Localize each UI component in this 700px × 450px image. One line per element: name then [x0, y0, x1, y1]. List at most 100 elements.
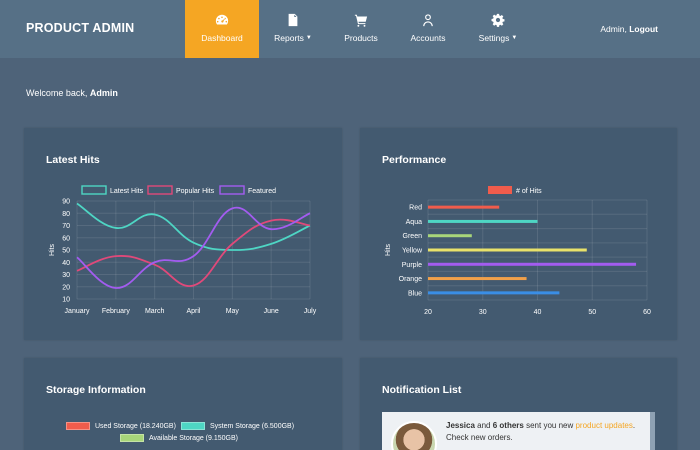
series-line-latest-hits[interactable] [76, 202, 311, 251]
chevron-down-icon: ▼ [511, 35, 518, 41]
product-updates-link[interactable]: product updates [575, 421, 633, 430]
notification-scrollbar[interactable] [650, 412, 655, 450]
performance-chart: 20 30 40 50 60 Red Aqua Green Yellow Purple Orange… [385, 186, 651, 316]
available-storage-label: Available Storage (9.150GB) [149, 434, 238, 442]
y-tick-label: Orange [399, 276, 422, 283]
series-line-popular-hits[interactable] [76, 218, 311, 287]
storage-title: Storage Information [46, 384, 146, 396]
legend-label[interactable]: # of Hits [516, 188, 542, 195]
latest-hits-title: Latest Hits [46, 154, 100, 166]
logout-link[interactable]: Logout [629, 24, 658, 34]
series-line-featured[interactable] [76, 206, 311, 289]
nav-settings[interactable]: Settings ▼ [461, 0, 535, 58]
y-tick-label: 70 [62, 223, 70, 230]
y-tick-label: Red [409, 205, 422, 212]
legend-swatch[interactable] [81, 185, 107, 195]
tachometer-icon [215, 14, 229, 25]
system-storage-label: System Storage (6.500GB) [210, 422, 295, 430]
legend-swatch[interactable] [147, 185, 173, 195]
y-tick-label: Yellow [402, 248, 423, 255]
x-tick-label: 50 [588, 309, 596, 316]
performance-panel: Performance 20 30 40 50 60 Red Aqua Green Yellow… [360, 128, 677, 340]
y-tick-label: 50 [62, 248, 70, 255]
used-storage-swatch [66, 422, 90, 430]
legend-system-storage[interactable]: System Storage (6.500GB) [181, 422, 294, 430]
x-tick-label: May [226, 308, 240, 315]
legend-label[interactable]: Popular Hits [176, 188, 215, 195]
bar-orange[interactable] [428, 277, 527, 281]
user-area: Admin, Logout [600, 24, 658, 34]
notification-text: Jessica and 6 others sent you new produc… [446, 420, 650, 444]
y-axis-label: Hits [385, 243, 392, 256]
bar-green[interactable] [428, 234, 472, 238]
y-tick-label: 90 [62, 199, 70, 206]
user-icon [423, 14, 433, 27]
gear-icon [491, 13, 505, 27]
notification-others: 6 others [492, 421, 524, 430]
welcome-name: Admin [89, 88, 118, 98]
x-tick-label: January [65, 308, 90, 315]
legend-available-storage[interactable]: Available Storage (9.150GB) [120, 434, 238, 442]
brand-title[interactable]: PRODUCT ADMIN [26, 21, 135, 35]
nav-settings-label: Settings [478, 33, 510, 43]
notification-tail: . Check new orders. [446, 421, 636, 442]
bar-blue[interactable] [428, 291, 560, 295]
welcome-message: Welcome back, Admin [26, 88, 118, 98]
y-tick-label: 30 [62, 272, 70, 279]
legend-label[interactable]: Featured [248, 188, 276, 195]
nav-dashboard-label: Dashboard [201, 33, 243, 43]
top-navbar: PRODUCT ADMIN Dashboard Reports ▼ Produc… [0, 0, 700, 58]
x-tick-label: July [304, 308, 317, 315]
y-tick-label: Green [403, 233, 423, 240]
nav-settings-label-wrap: Settings ▼ [479, 33, 518, 43]
bar-purple[interactable] [428, 262, 637, 266]
file-icon [288, 13, 298, 27]
nav-accounts-label: Accounts [410, 33, 446, 43]
notification-sent: sent you new [526, 421, 574, 430]
x-tick-label: 60 [643, 309, 651, 316]
y-tick-label: 40 [62, 260, 70, 267]
nav-products-label: Products [344, 33, 378, 43]
y-tick-label: Purple [402, 262, 422, 269]
nav-dashboard[interactable]: Dashboard [185, 0, 259, 58]
x-tick-label: June [264, 308, 279, 315]
y-tick-label: 60 [62, 235, 70, 242]
x-tick-label: 20 [424, 309, 432, 316]
x-tick-label: 30 [479, 309, 487, 316]
y-tick-label: 20 [62, 284, 70, 291]
legend-swatch[interactable] [219, 185, 245, 195]
used-storage-label: Used Storage (18.240GB) [95, 422, 176, 430]
bar-yellow[interactable] [428, 248, 587, 252]
avatar [391, 421, 437, 450]
y-tick-label: Aqua [406, 219, 422, 226]
welcome-prefix: Welcome back, [26, 88, 88, 98]
storage-panel: Storage Information Used Storage (18.240… [24, 358, 342, 450]
performance-title: Performance [382, 154, 447, 166]
nav-reports-label: Reports [274, 33, 304, 43]
latest-hits-chart: 10 20 30 40 50 60 70 80 90 January February March Ap… [49, 185, 317, 315]
x-tick-label: April [186, 308, 200, 315]
y-axis-label: Hits [49, 243, 56, 256]
legend-label[interactable]: Latest Hits [110, 188, 144, 195]
shopping-cart-icon [354, 14, 368, 27]
y-tick-label: Blue [408, 290, 422, 297]
legend-used-storage[interactable]: Used Storage (18.240GB) [66, 422, 176, 430]
nav-products[interactable]: Products [324, 0, 398, 58]
user-name: Admin, [600, 24, 627, 34]
y-tick-label: 10 [62, 297, 70, 304]
notification-panel: Notification List Jessica and 6 others s… [360, 358, 677, 450]
notification-and: and [477, 421, 491, 430]
legend-swatch[interactable] [488, 186, 512, 194]
notification-title: Notification List [382, 384, 462, 396]
nav-reports-label-wrap: Reports ▼ [274, 33, 312, 43]
bar-aqua[interactable] [428, 219, 538, 223]
nav-reports[interactable]: Reports ▼ [256, 0, 330, 58]
nav-accounts[interactable]: Accounts [391, 0, 465, 58]
x-tick-label: February [102, 308, 131, 315]
bar-red[interactable] [428, 205, 500, 209]
y-tick-label: 80 [62, 211, 70, 218]
notification-sender: Jessica [446, 421, 475, 430]
x-tick-label: March [145, 308, 165, 315]
latest-hits-panel: Latest Hits 10 20 30 40 50 60 70 80 90 January Feb… [24, 128, 342, 340]
notification-item[interactable]: Jessica and 6 others sent you new produc… [382, 412, 650, 450]
